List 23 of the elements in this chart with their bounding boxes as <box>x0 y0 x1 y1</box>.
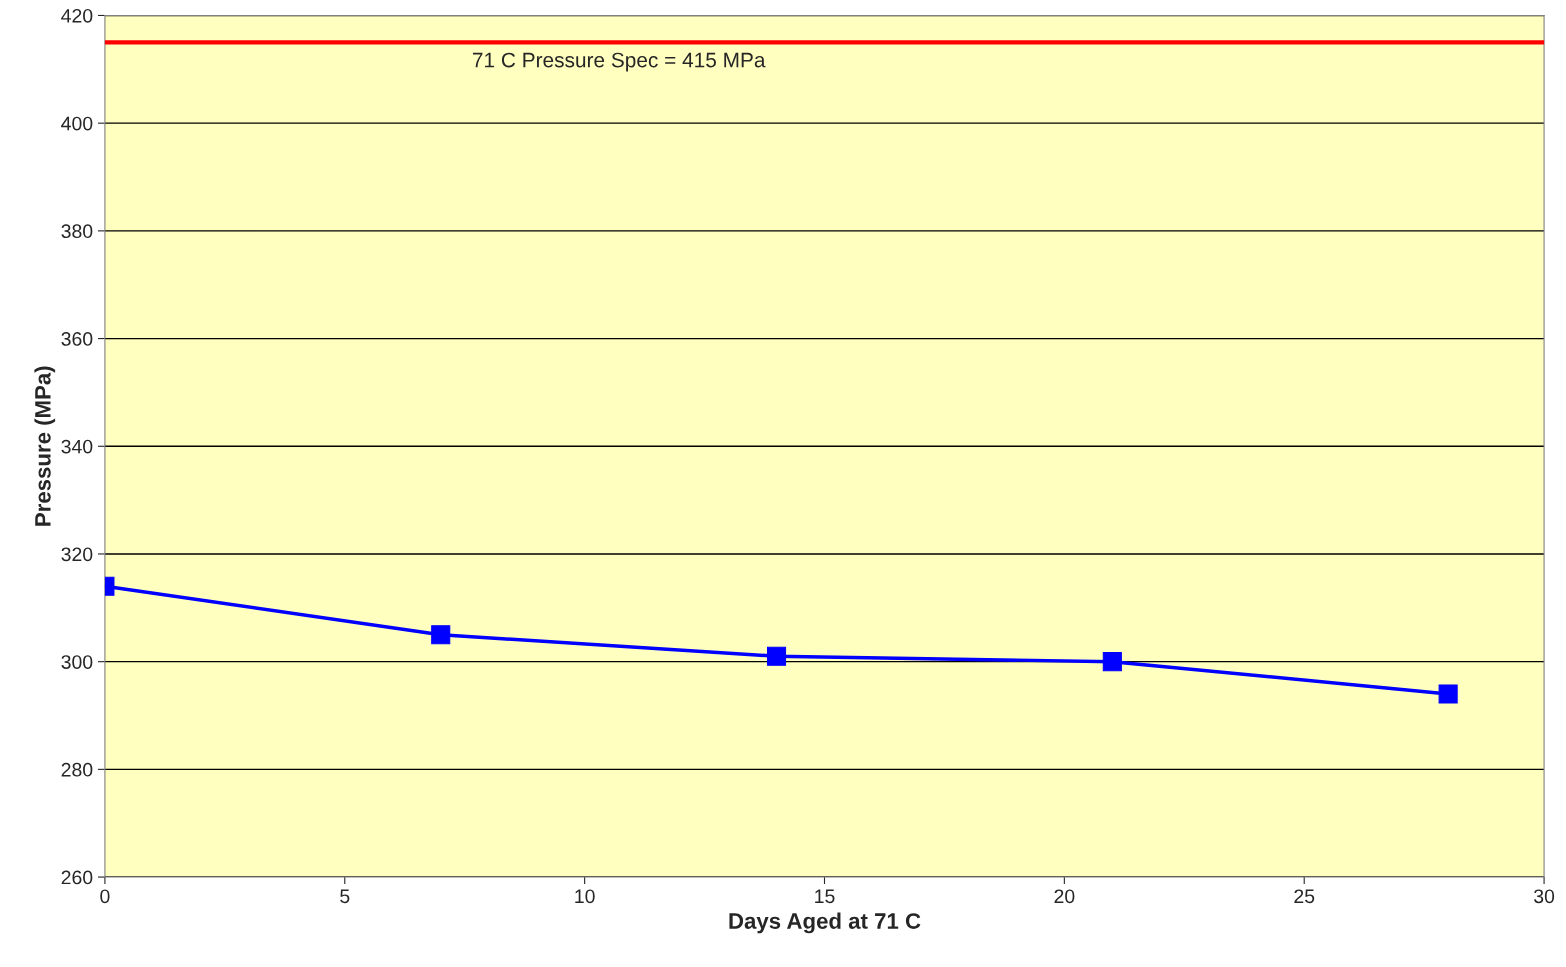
y-tick-label: 360 <box>61 332 93 346</box>
point <box>1438 684 1458 704</box>
y-tick-label: 380 <box>61 224 93 239</box>
y-tick-label: 300 <box>61 655 93 669</box>
x-tick-label: 0 <box>100 889 110 904</box>
point <box>431 625 451 645</box>
point <box>1102 652 1122 672</box>
y-tick-label: 420 <box>61 8 93 23</box>
y-tick-label: 340 <box>61 439 93 454</box>
x-tick-label: 15 <box>815 889 835 904</box>
x-tick-label: 20 <box>1054 889 1075 904</box>
y-tick-label: 400 <box>61 116 93 131</box>
x-tick-label: 30 <box>1534 889 1555 904</box>
x-tick-label: 25 <box>1294 889 1315 904</box>
point <box>766 646 787 666</box>
x-axis-title: Days Aged at 71 C <box>729 912 921 934</box>
x-tick-label: 5 <box>340 889 350 904</box>
x-tick-label: 10 <box>575 889 595 904</box>
y-tick-label: 260 <box>61 870 93 885</box>
y-tick-label: 280 <box>61 762 93 777</box>
y-axis-title: Pressure (MPa) <box>34 366 56 526</box>
y-tick-label: 320 <box>61 547 93 562</box>
ref-line-label: 71 C Pressure Spec = 415 MPa <box>472 52 766 72</box>
